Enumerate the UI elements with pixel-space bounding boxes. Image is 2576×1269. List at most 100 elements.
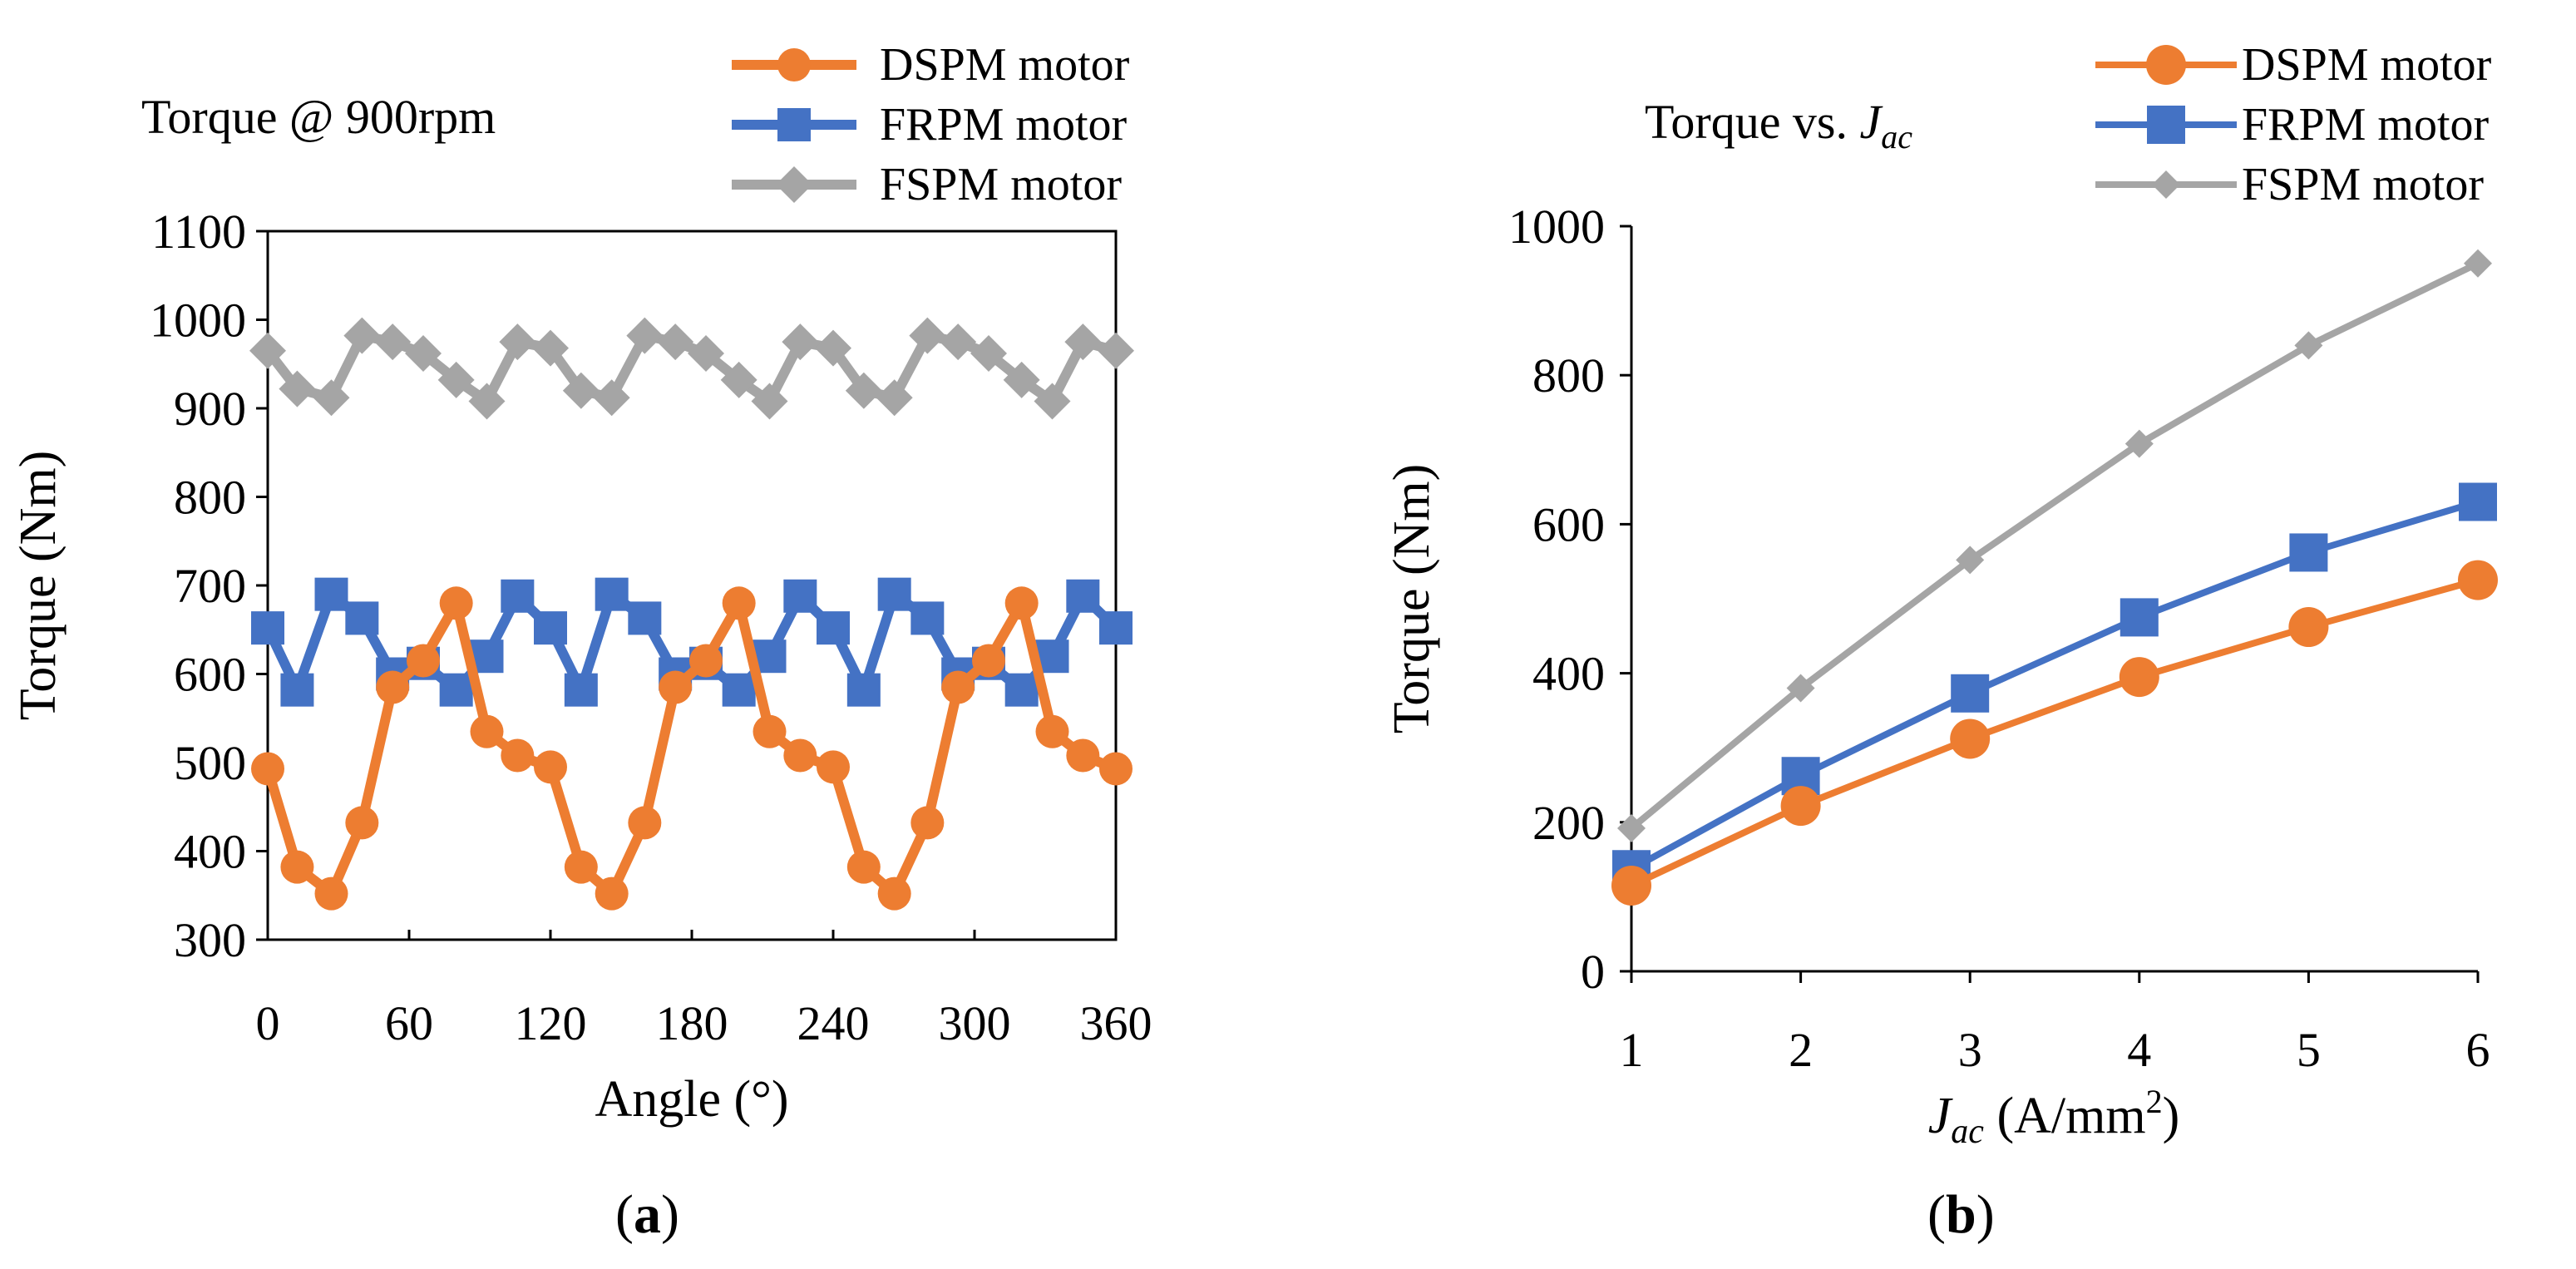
- data-point: [2120, 598, 2159, 637]
- x-tick-label: 180: [656, 996, 728, 1050]
- data-point: [1099, 752, 1133, 786]
- y-tick-label: 500: [174, 736, 246, 790]
- legend-marker: [2147, 106, 2185, 144]
- x-tick-label: 120: [515, 996, 587, 1050]
- data-point: [722, 586, 756, 620]
- data-point: [1066, 738, 1100, 773]
- data-point: [279, 370, 316, 407]
- data-point: [343, 317, 381, 354]
- data-point: [2464, 249, 2492, 278]
- data-point: [940, 323, 977, 361]
- series-line: [263, 330, 1121, 407]
- legend-marker: [777, 48, 811, 81]
- x-tick-label: 4: [2127, 1023, 2151, 1077]
- chart-b-x-axis-label: Jac (A/mm2): [1928, 1083, 2179, 1151]
- data-point: [564, 850, 598, 884]
- series-fspm-motor: [249, 317, 1134, 420]
- y-tick-label: 700: [174, 559, 246, 613]
- data-point: [280, 850, 314, 884]
- data-point: [909, 317, 946, 354]
- data-point: [280, 673, 314, 707]
- chart-a-x-axis: 0 60 120 180 240 300 360: [256, 930, 1152, 1050]
- data-point: [249, 332, 286, 369]
- data-point: [782, 323, 819, 361]
- chart-b-legend: DSPM motor FRPM motor FSPM motor: [2095, 39, 2492, 210]
- data-point: [562, 372, 600, 409]
- data-point: [564, 673, 598, 707]
- data-point: [846, 673, 881, 707]
- data-point: [1611, 865, 1651, 906]
- data-point: [2124, 429, 2154, 458]
- chart-a: Torque @ 900rpm 300400500600700800900100…: [10, 39, 1152, 1245]
- data-point: [251, 611, 284, 645]
- chart-a-title: Torque @ 900rpm: [141, 90, 496, 144]
- chart-b-y-axis-label: Torque (Nm): [1384, 464, 1440, 734]
- data-point: [1951, 674, 1990, 713]
- chart-a-y-axis-label: Torque (Nm): [10, 451, 67, 721]
- chart-a-x-axis-label: Angle (°): [595, 1071, 788, 1128]
- legend-label: DSPM motor: [2242, 39, 2492, 91]
- chart-b-title: Torque vs. Jac: [1645, 95, 1912, 156]
- data-point: [688, 334, 724, 372]
- x-tick-label: 60: [385, 996, 433, 1050]
- x-tick-label: 5: [2297, 1023, 2321, 1077]
- data-point: [1064, 323, 1102, 361]
- legend-marker: [777, 108, 811, 141]
- data-point: [313, 379, 350, 417]
- series-frpm-motor: [1612, 482, 2497, 889]
- x-tick-label: 360: [1080, 996, 1152, 1050]
- legend-marker: [2152, 170, 2180, 199]
- data-point: [689, 644, 723, 678]
- data-point: [970, 334, 1007, 372]
- legend-item: FRPM motor: [732, 99, 1128, 151]
- y-tick-label: 1000: [150, 294, 246, 348]
- series-line: [1628, 576, 2481, 889]
- series-dspm-motor: [251, 586, 1133, 911]
- data-point: [1035, 714, 1069, 748]
- data-point: [845, 372, 882, 409]
- series-line: [1628, 259, 2481, 832]
- series-fspm-motor: [1617, 249, 2492, 842]
- legend-label: FSPM motor: [2242, 159, 2484, 210]
- series-line: [1628, 498, 2481, 873]
- y-tick-label: 600: [1532, 497, 1605, 551]
- data-point: [972, 644, 1005, 678]
- series-line: [263, 598, 1121, 899]
- y-tick-label: 800: [1532, 348, 1605, 402]
- data-point: [314, 577, 348, 611]
- data-point: [2288, 607, 2329, 648]
- data-point: [1786, 674, 1815, 703]
- data-point: [1004, 586, 1039, 620]
- y-tick-label: 600: [174, 648, 246, 702]
- y-tick-label: 1100: [151, 205, 246, 259]
- data-point: [817, 611, 850, 645]
- data-point: [659, 670, 693, 704]
- legend-label: DSPM motor: [880, 39, 1130, 91]
- data-point: [941, 670, 975, 704]
- legend-item: FSPM motor: [732, 159, 1122, 210]
- data-point: [345, 601, 379, 635]
- data-point: [439, 586, 473, 620]
- y-tick-label: 1000: [1508, 200, 1605, 254]
- y-tick-label: 200: [1532, 796, 1605, 850]
- data-point: [534, 611, 567, 645]
- chart-a-y-axis: 300 400 500 600 700 800 900 1000 1100: [150, 205, 268, 967]
- legend-item: FSPM motor: [2095, 159, 2484, 210]
- data-point: [783, 738, 817, 773]
- x-tick-label: 0: [256, 996, 280, 1050]
- data-point: [439, 673, 473, 707]
- data-point: [595, 876, 629, 911]
- data-point: [1956, 546, 1985, 575]
- data-point: [1066, 579, 1100, 613]
- y-tick-label: 0: [1581, 945, 1605, 999]
- data-point: [2458, 560, 2498, 600]
- legend-item: FRPM motor: [2095, 99, 2490, 151]
- data-point: [314, 876, 348, 911]
- chart-b-series: [1611, 249, 2498, 906]
- legend-label: FRPM motor: [2242, 99, 2490, 151]
- x-tick-label: 6: [2466, 1023, 2490, 1077]
- data-point: [595, 577, 629, 611]
- legend-marker: [776, 166, 812, 203]
